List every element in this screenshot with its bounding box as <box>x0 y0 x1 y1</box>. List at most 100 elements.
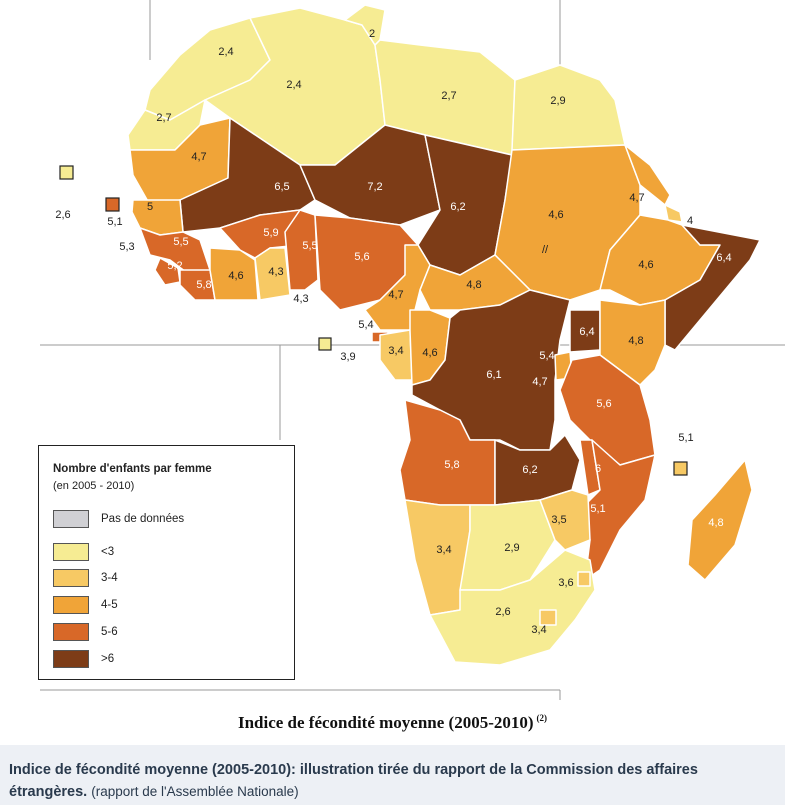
value-labels: 2,4 2 2,4 2,7 2,9 2,7 4,7 6,5 7,2 6,2 4,… <box>55 28 731 636</box>
label-rwanda-burundi-2: 4,7 <box>532 376 547 388</box>
label-senegal: 5 <box>147 201 153 213</box>
label-uganda: 6,4 <box>579 326 594 338</box>
label-drc: 6,1 <box>486 369 501 381</box>
label-comoros: 5,1 <box>678 432 693 444</box>
label-zambia: 6,2 <box>522 464 537 476</box>
label-niger: 7,2 <box>367 181 382 193</box>
label-mauritania: 4,7 <box>191 151 206 163</box>
legend-item-5-6: 5-6 <box>53 622 118 642</box>
label-somalia: 6,4 <box>716 252 731 264</box>
label-burkina: 5,9 <box>263 227 278 239</box>
label-guinea: 5,5 <box>173 236 188 248</box>
caption-text: Indice de fécondité moyenne (2005-2010):… <box>9 762 698 800</box>
legend-swatch <box>53 569 89 587</box>
region-togo-benin <box>284 209 319 291</box>
region-sierra-leone <box>154 257 181 286</box>
label-sierra-leone: 5,2 <box>167 260 182 272</box>
legend-item-lt3: <3 <box>53 542 114 562</box>
label-ivory-coast: 4,6 <box>228 270 243 282</box>
label-ethiopia: 4,6 <box>638 259 653 271</box>
africa-fertility-map: 2,4 2 2,4 2,7 2,9 2,7 4,7 6,5 7,2 6,2 4,… <box>40 0 785 700</box>
label-mali: 6,5 <box>274 181 289 193</box>
region-zimbabwe <box>539 489 591 551</box>
legend-label: <3 <box>101 546 115 558</box>
legend: Nombre d'enfants par femme (en 2005 - 20… <box>38 445 295 680</box>
label-western-sahara: 2,7 <box>156 112 171 124</box>
label-rwanda-burundi: 5,4 <box>539 350 554 362</box>
legend-subtitle: (en 2005 - 2010) <box>53 480 135 492</box>
label-tanzania: 5,6 <box>596 398 611 410</box>
map-title: Indice de fécondité moyenne (2005-2010)(… <box>0 713 785 733</box>
label-mozambique: 5,1 <box>590 503 605 515</box>
label-sao-tome: 5,4 <box>358 319 373 331</box>
region-swaziland <box>577 571 591 587</box>
legend-swatch <box>53 510 89 528</box>
region-eritrea <box>624 144 671 206</box>
region-lesotho <box>539 609 557 626</box>
label-nigeria: 5,6 <box>354 251 369 263</box>
label-djibouti: 4 <box>687 215 693 227</box>
legend-swatch <box>53 623 89 641</box>
label-malawi: 6 <box>595 463 601 475</box>
label-algeria: 2,4 <box>286 79 301 91</box>
label-canaries: 2,6 <box>55 209 70 221</box>
label-botswana: 2,9 <box>504 542 519 554</box>
region-cameroon <box>364 244 431 331</box>
islands <box>59 165 688 476</box>
legend-label: 3-4 <box>101 572 118 584</box>
legend-item-3-4: 3-4 <box>53 568 118 588</box>
legend-label: >6 <box>101 653 115 665</box>
label-congo: 4,6 <box>422 347 437 359</box>
label-lesotho: 3,4 <box>531 624 546 636</box>
region-madagascar <box>687 459 753 581</box>
label-gabon: 3,4 <box>388 345 403 357</box>
legend-label: Pas de données <box>101 513 185 525</box>
label-chad: 6,2 <box>450 201 465 213</box>
region-egypt <box>511 64 626 151</box>
label-togo-benin: 5,5 <box>302 240 317 252</box>
label-morocco: 2,4 <box>218 46 233 58</box>
legend-label: 5-6 <box>101 626 118 638</box>
comoros-marker <box>673 461 688 476</box>
label-libya: 2,7 <box>441 90 456 102</box>
cape-verde-marker <box>105 197 120 212</box>
region-djibouti <box>664 204 683 223</box>
region-liberia <box>179 269 216 301</box>
region-burkina <box>219 209 301 259</box>
legend-swatch <box>53 650 89 668</box>
map-title-note: (2) <box>536 713 548 724</box>
label-cape-verde: 5,1 <box>107 216 122 228</box>
region-south-africa <box>429 549 596 666</box>
label-zimbabwe: 3,5 <box>551 514 566 526</box>
caption: Indice de fécondité moyenne (2005-2010):… <box>0 745 785 805</box>
map-title-text: Indice de fécondité moyenne (2005-2010) <box>237 713 534 732</box>
legend-item-no-data: Pas de données <box>53 509 184 529</box>
label-senegal-area: 5,3 <box>119 241 134 253</box>
label-swaziland: 3,6 <box>558 577 573 589</box>
label-south-africa: 2,6 <box>495 606 510 618</box>
label-ghana: 4,3 <box>268 266 283 278</box>
label-egypt: 2,9 <box>550 95 565 107</box>
label-angola: 5,8 <box>444 459 459 471</box>
legend-swatch <box>53 596 89 614</box>
label-namibia: 3,4 <box>436 544 451 556</box>
legend-swatch <box>53 543 89 561</box>
label-gulf: 4,3 <box>293 293 308 305</box>
label-car: 4,8 <box>466 279 481 291</box>
legend-title: Nombre d'enfants par femme <box>53 463 212 475</box>
label-madagascar: 4,8 <box>708 517 723 529</box>
canary-islands-marker <box>59 165 74 180</box>
label-tunisia: 2 <box>369 28 375 40</box>
caption-source: (rapport de l'Assemblée Nationale) <box>91 784 299 799</box>
region-gabon <box>379 329 413 381</box>
label-kenya: 4,8 <box>628 335 643 347</box>
sao-tome-marker <box>318 337 332 351</box>
label-sudan-border: // <box>542 244 549 256</box>
region-senegal <box>131 199 184 236</box>
label-liberia: 5,8 <box>196 279 211 291</box>
label-sudan: 4,6 <box>548 209 563 221</box>
label-equatorial-guinea: 3,9 <box>340 351 355 363</box>
region-ghana <box>254 247 291 301</box>
legend-item-gt6: >6 <box>53 649 114 669</box>
legend-label: 4-5 <box>101 599 118 611</box>
